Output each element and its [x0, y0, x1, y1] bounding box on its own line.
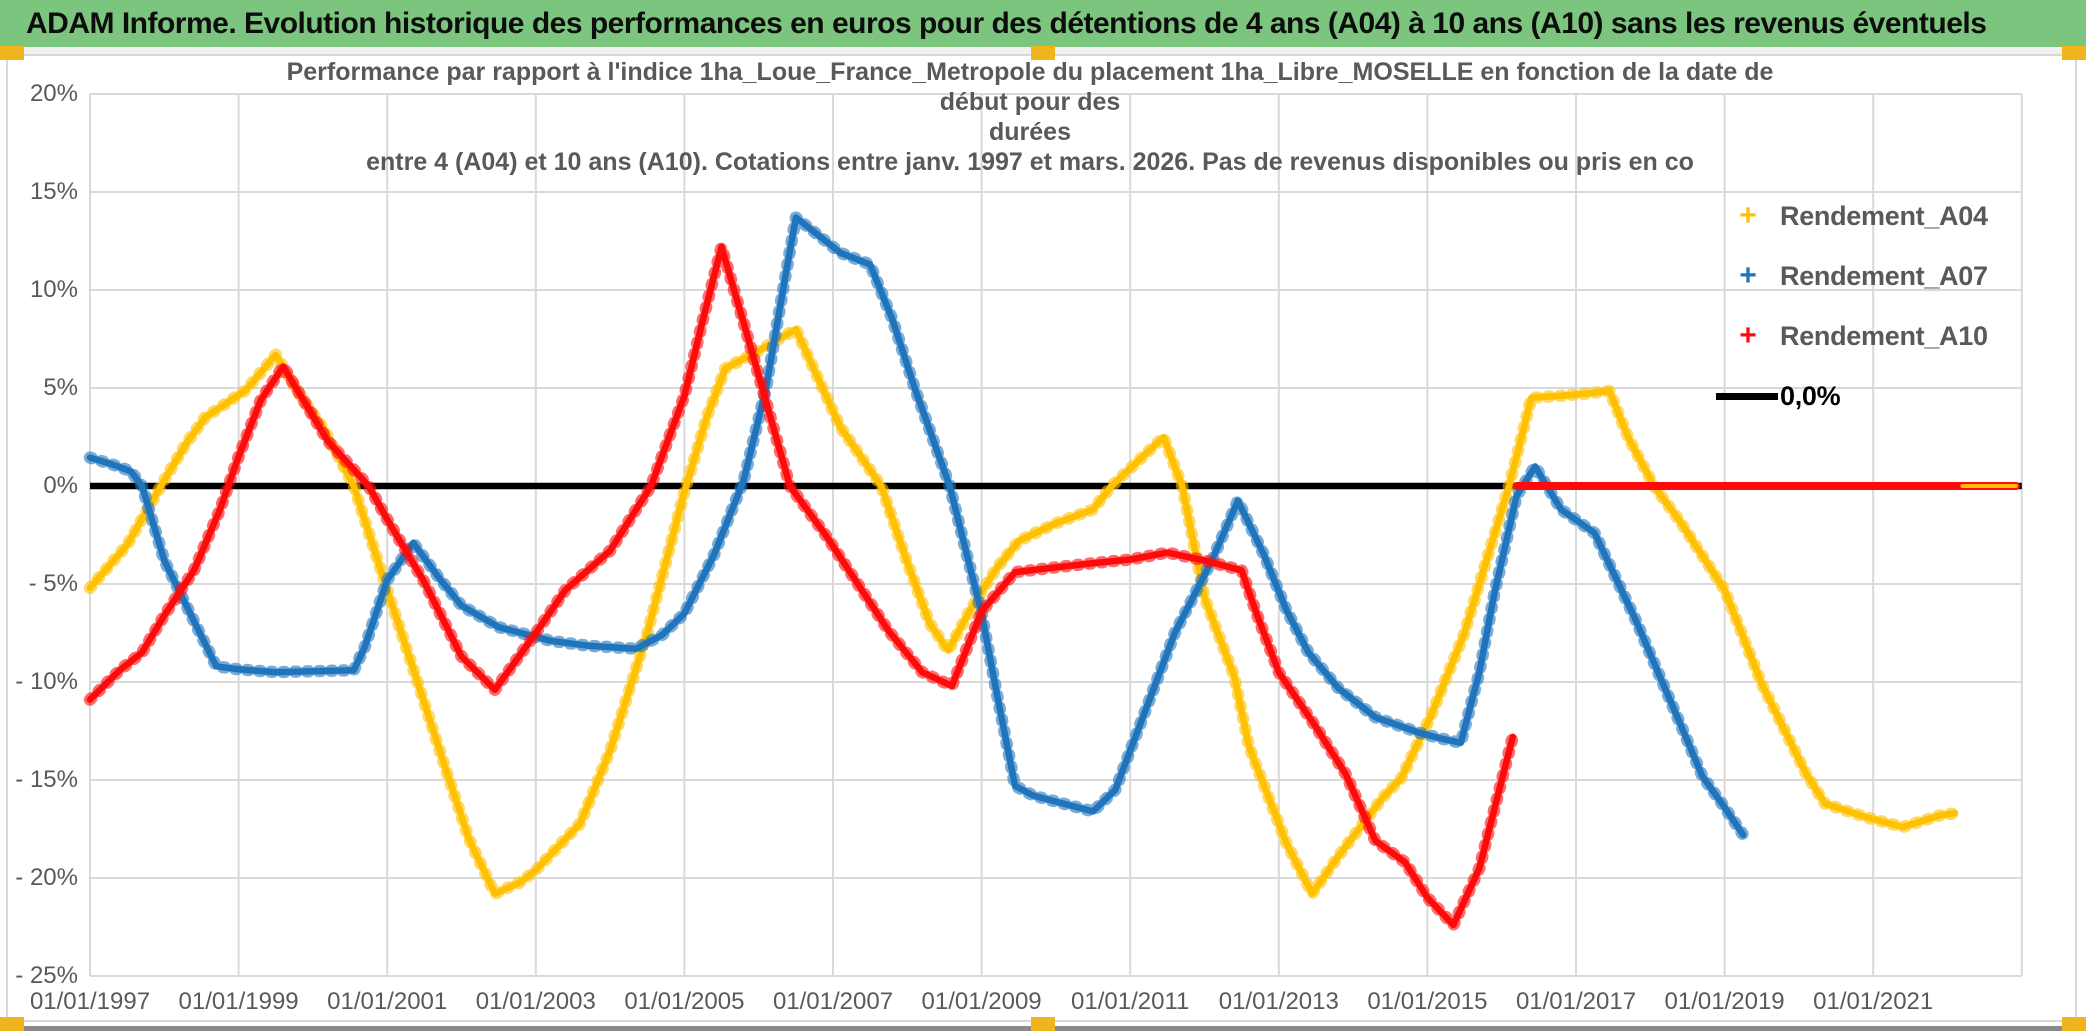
series-line-Rendement_A04 — [86, 325, 1959, 897]
chart-title: Performance par rapport à l'indice 1ha_L… — [250, 57, 1810, 177]
x-tick-label: 01/01/2013 — [1218, 988, 1339, 1015]
chart-title-line-2: durées — [989, 118, 1071, 146]
plus-marker-icon: + — [1739, 259, 1757, 292]
y-tick-label: 5% — [43, 374, 78, 401]
series-markers-Rendement_A10 — [83, 240, 1519, 932]
y-tick-label: - 20% — [15, 864, 78, 891]
selection-handle-top-right[interactable] — [2062, 46, 2086, 60]
x-tick-label: 01/01/2021 — [1813, 988, 1934, 1015]
selection-handle-bottom-center[interactable] — [1031, 1017, 1055, 1031]
chart-title-line-1: Performance par rapport à l'indice 1ha_L… — [286, 58, 1774, 116]
y-tick-label: 20% — [29, 80, 78, 107]
selection-handle-bottom-right[interactable] — [2062, 1017, 2086, 1031]
page-title: ADAM Informe. Evolution historique des p… — [26, 6, 1987, 40]
legend-label: Rendement_A10 — [1780, 320, 1988, 351]
x-tick-label: 01/01/2009 — [921, 988, 1042, 1015]
selection-handle-bottom-left[interactable] — [0, 1017, 24, 1031]
x-tick-label: 01/01/2007 — [772, 988, 894, 1015]
selection-handle-top-center[interactable] — [1031, 46, 1055, 60]
legend-item-Rendement_A10[interactable]: + Rendement_A10 — [1716, 306, 1988, 366]
legend-label: Rendement_A04 — [1780, 200, 1988, 231]
legend-label: 0,0% — [1780, 380, 1841, 411]
y-tick-label: 10% — [29, 276, 78, 303]
legend-item-Rendement_A04[interactable]: + Rendement_A04 — [1716, 186, 1988, 246]
chart-frame — [6, 54, 2077, 1022]
x-tick-label: 01/01/2019 — [1664, 988, 1785, 1015]
y-tick-label: 0% — [43, 472, 78, 499]
zero-line-swatch-icon — [1716, 392, 1778, 400]
y-tick-label: - 5% — [28, 570, 78, 597]
x-tick-label: 01/01/1997 — [29, 988, 151, 1015]
x-tick-label: 01/01/2011 — [1071, 988, 1190, 1015]
x-tick-label: 01/01/2015 — [1367, 988, 1488, 1015]
legend-item-Rendement_A07[interactable]: + Rendement_A07 — [1716, 246, 1988, 306]
y-tick-label: - 25% — [15, 962, 78, 989]
series-markers-Rendement_A07 — [83, 211, 1750, 842]
series-markers-Rendement_A04 — [83, 323, 1962, 900]
plus-marker-icon: + — [1739, 199, 1757, 232]
chart-title-line-3: entre 4 (A04) et 10 ans (A10). Cotations… — [366, 148, 1694, 176]
selection-handle-top-left[interactable] — [0, 46, 24, 60]
legend-label: Rendement_A07 — [1780, 260, 1988, 291]
y-tick-label: 15% — [29, 178, 78, 205]
legend-item-zero-line[interactable]: 0,0% — [1716, 366, 1988, 426]
x-tick-label: 01/01/2017 — [1515, 988, 1637, 1015]
y-tick-label: - 15% — [15, 766, 78, 793]
x-tick-label: 01/01/1999 — [178, 988, 299, 1015]
window-title-bar: ADAM Informe. Evolution historique des p… — [0, 0, 2086, 47]
legend: + Rendement_A04 + Rendement_A07 + Rendement_A… — [1716, 186, 1988, 426]
x-tick-label: 01/01/2001 — [327, 988, 448, 1015]
plus-marker-icon: + — [1739, 319, 1757, 352]
y-tick-label: - 10% — [15, 668, 78, 695]
x-tick-label: 01/01/2003 — [475, 988, 596, 1015]
x-tick-label: 01/01/2005 — [624, 988, 745, 1015]
